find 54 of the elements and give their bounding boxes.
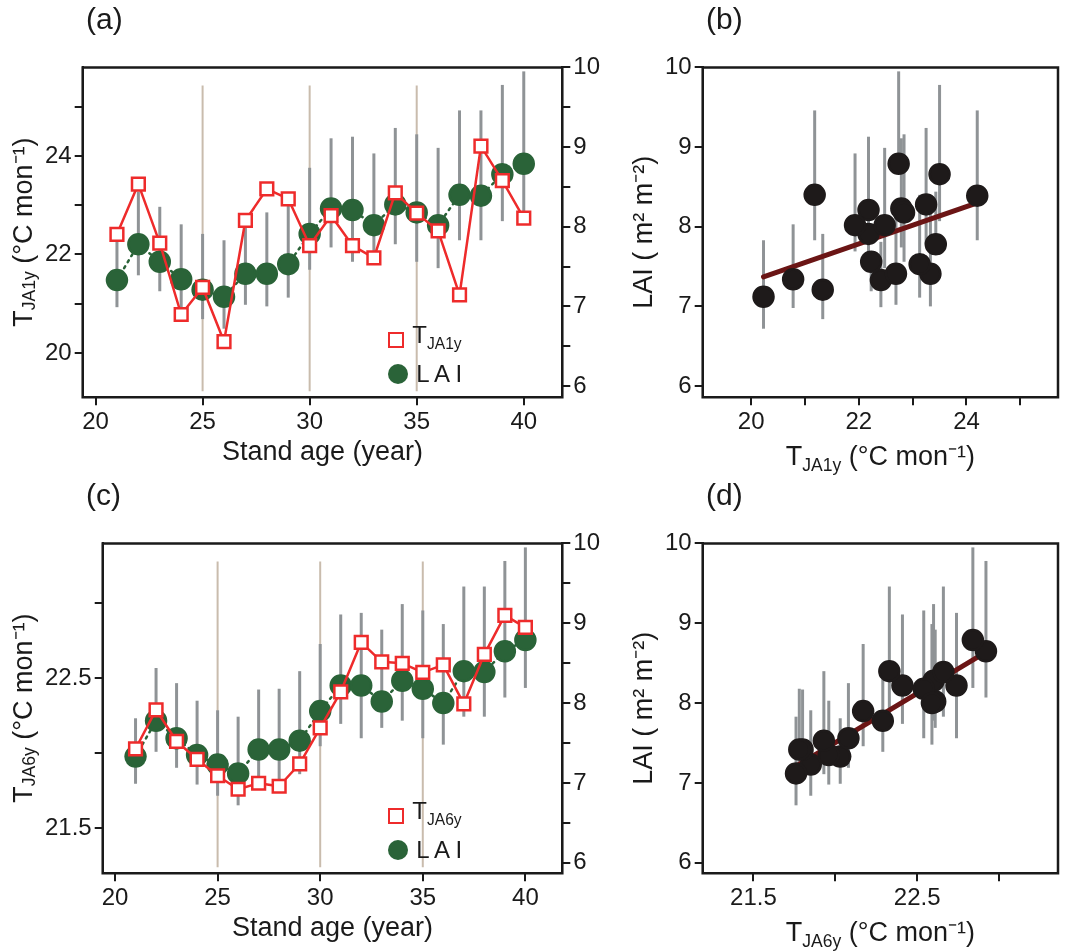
x-tick-label: 35 (403, 407, 431, 435)
legend-label: T$_{JA6y}$ (412, 796, 462, 830)
x-axis-title: Stand age (year) (230, 912, 435, 943)
x-tick-label: 30 (296, 407, 323, 435)
x-tick-label: 20 (737, 407, 765, 435)
y-tick-label: 8 (678, 211, 692, 239)
y-tick-label: 24 (44, 140, 72, 168)
y-tick-label: 6 (678, 847, 692, 875)
y2-tick-label: 10 (573, 528, 601, 556)
y2-tick-label: 8 (573, 211, 587, 239)
y-tick-label: 22.5 (44, 662, 92, 690)
x-axis-title: Stand age (year) (220, 436, 425, 467)
x-tick-label: 20 (101, 883, 129, 911)
x-tick-label: 25 (189, 407, 216, 435)
y-tick-label: 7 (678, 767, 692, 795)
x-tick-label: 21.5 (730, 883, 777, 911)
x-tick-label: 24 (953, 407, 980, 435)
legend-label: T$_{JA1y}$ (412, 320, 462, 354)
x-tick-label: 22 (845, 407, 873, 435)
x-tick-label: 40 (510, 407, 538, 435)
chart-title: (d) (706, 478, 743, 512)
y-tick-label: 22 (44, 239, 72, 267)
y-tick-label: 9 (678, 607, 692, 635)
y-tick-label: 10 (664, 528, 692, 556)
y-tick-label: 8 (678, 687, 692, 715)
legend-label: L A I (416, 835, 463, 865)
y2-tick-label: 6 (573, 370, 587, 398)
y-tick-label: 21.5 (44, 812, 92, 840)
x-tick-label: 35 (409, 883, 437, 911)
y2-tick-label: 9 (573, 607, 587, 635)
x-tick-label: 20 (82, 407, 109, 435)
x-axis-title: T$_{JA1y}$ (°C mon⁻¹) (784, 440, 976, 477)
y-axis-title: LAI ( m² m⁻²) (627, 154, 659, 311)
y-tick-label: 6 (678, 370, 692, 398)
chart-title: (c) (86, 478, 121, 512)
y2-tick-label: 7 (573, 291, 587, 319)
y2-tick-label: 7 (573, 767, 587, 795)
x-tick-label: 30 (306, 883, 334, 911)
x-tick-label: 25 (204, 883, 231, 911)
y-axis-title: LAI ( m² m⁻²) (627, 630, 659, 787)
chart-title: (b) (706, 2, 743, 36)
chart-title: (a) (86, 2, 123, 36)
x-axis-title: T$_{JA6y}$ (°C mon⁻¹) (784, 916, 976, 952)
y-tick-label: 20 (44, 337, 72, 365)
y-tick-label: 10 (664, 52, 692, 80)
y2-tick-label: 10 (573, 52, 601, 80)
x-tick-label: 22.5 (893, 883, 941, 911)
legend-label: L A I (416, 359, 463, 389)
y2-tick-label: 9 (573, 131, 587, 159)
y-tick-label: 9 (678, 131, 692, 159)
y2-tick-label: 8 (573, 687, 587, 715)
y-tick-label: 7 (678, 291, 692, 319)
x-tick-label: 40 (512, 883, 539, 911)
y2-tick-label: 6 (573, 847, 587, 875)
